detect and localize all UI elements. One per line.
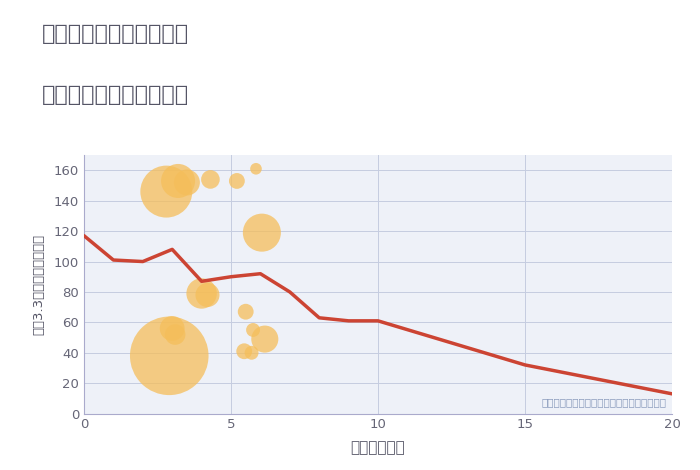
Text: 兵庫県西宮市与古道町の: 兵庫県西宮市与古道町の: [42, 24, 189, 44]
Point: [259, 335, 270, 343]
Point: [240, 308, 251, 315]
Point: [256, 229, 267, 236]
Y-axis label: 坪（3.3㎡）単価（万円）: 坪（3.3㎡）単価（万円）: [32, 234, 46, 335]
Text: 駅距離別中古戸建て価格: 駅距離別中古戸建て価格: [42, 85, 189, 105]
Point: [181, 179, 193, 186]
Text: 円の大きさは、取引のあった物件面積を示す: 円の大きさは、取引のあった物件面積を示す: [541, 398, 666, 407]
Point: [202, 291, 213, 299]
Point: [161, 188, 172, 196]
Point: [167, 325, 178, 332]
X-axis label: 駅距離（分）: 駅距離（分）: [351, 440, 405, 455]
Point: [239, 347, 250, 355]
Point: [164, 352, 175, 360]
Point: [196, 290, 207, 297]
Point: [251, 165, 262, 172]
Point: [172, 177, 183, 185]
Point: [169, 331, 181, 338]
Point: [248, 326, 259, 334]
Point: [246, 349, 257, 357]
Point: [231, 177, 242, 185]
Point: [205, 176, 216, 183]
